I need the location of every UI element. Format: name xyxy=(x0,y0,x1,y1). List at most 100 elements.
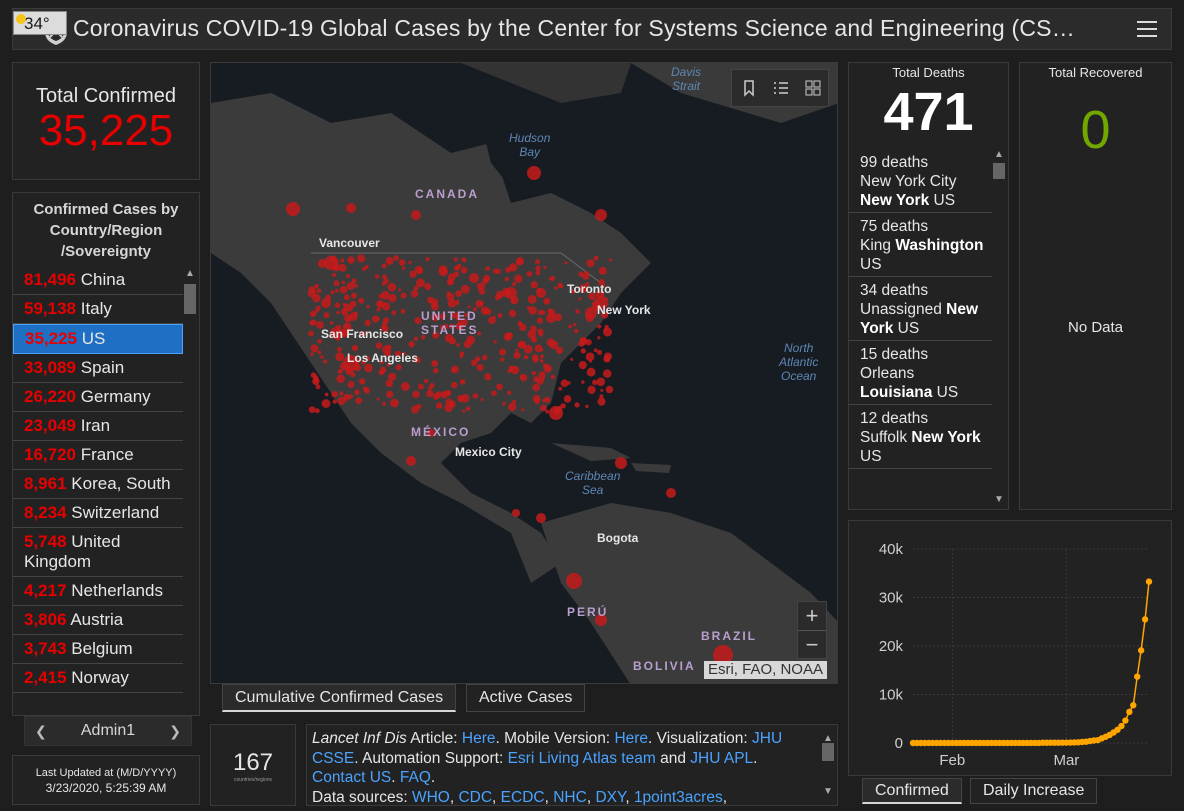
case-marker[interactable] xyxy=(585,404,589,409)
mobile-link[interactable]: Here xyxy=(614,730,649,747)
case-marker[interactable] xyxy=(585,307,597,319)
case-marker[interactable] xyxy=(554,286,558,290)
case-marker[interactable] xyxy=(571,289,576,294)
case-marker[interactable] xyxy=(459,351,465,356)
case-marker[interactable] xyxy=(545,409,550,414)
case-marker[interactable] xyxy=(379,360,384,365)
case-marker[interactable] xyxy=(400,308,406,314)
case-marker[interactable] xyxy=(431,360,439,367)
chart-data-point[interactable] xyxy=(1126,708,1133,716)
case-marker[interactable] xyxy=(560,379,569,388)
case-marker[interactable] xyxy=(447,298,457,308)
case-marker[interactable] xyxy=(332,399,338,404)
case-marker[interactable] xyxy=(523,344,533,354)
case-marker[interactable] xyxy=(378,293,384,299)
case-marker[interactable] xyxy=(451,381,458,389)
case-marker[interactable] xyxy=(511,282,517,287)
country-list-item[interactable]: 3,743 Belgium xyxy=(13,635,183,664)
case-marker[interactable] xyxy=(331,390,338,398)
case-marker[interactable] xyxy=(581,380,585,384)
case-marker[interactable] xyxy=(361,360,367,365)
case-marker[interactable] xyxy=(385,379,394,388)
case-marker[interactable] xyxy=(523,354,529,360)
basemap-gallery-icon[interactable] xyxy=(804,79,822,97)
tab-cumulative-confirmed[interactable]: Cumulative Confirmed Cases xyxy=(222,684,457,712)
case-marker[interactable] xyxy=(598,279,605,286)
case-marker[interactable] xyxy=(416,403,422,410)
case-marker[interactable] xyxy=(341,280,346,285)
case-marker[interactable] xyxy=(550,275,556,281)
case-marker[interactable] xyxy=(400,292,407,299)
case-marker[interactable] xyxy=(323,312,330,319)
chart-data-point[interactable] xyxy=(1134,673,1141,680)
case-marker[interactable] xyxy=(587,385,596,394)
case-marker[interactable] xyxy=(411,210,421,220)
case-marker[interactable] xyxy=(595,614,607,626)
case-marker[interactable] xyxy=(601,311,609,319)
case-marker[interactable] xyxy=(594,296,608,310)
case-marker[interactable] xyxy=(537,310,543,315)
case-marker[interactable] xyxy=(585,339,592,346)
case-marker[interactable] xyxy=(491,390,497,396)
case-marker[interactable] xyxy=(351,344,359,352)
chart-data-point[interactable] xyxy=(1141,616,1149,623)
death-list-item[interactable]: 99 deaths New York City New York US xyxy=(849,149,992,213)
case-marker[interactable] xyxy=(559,284,564,289)
case-marker[interactable] xyxy=(335,352,345,362)
case-marker[interactable] xyxy=(451,365,459,374)
case-marker[interactable] xyxy=(323,359,328,364)
case-marker[interactable] xyxy=(426,389,434,398)
case-marker[interactable] xyxy=(467,305,471,309)
case-marker[interactable] xyxy=(390,398,399,408)
case-marker[interactable] xyxy=(353,311,358,317)
death-list-item[interactable]: 34 deaths Unassigned New York US xyxy=(849,277,992,341)
world-map[interactable]: CANADA UNITED STATES MÉXICO PERÚ BRAZIL … xyxy=(210,62,838,684)
case-marker[interactable] xyxy=(485,266,490,271)
case-marker[interactable] xyxy=(309,320,315,326)
scroll-up-icon[interactable]: ▲ xyxy=(185,268,195,279)
case-markers[interactable] xyxy=(286,166,733,665)
case-marker[interactable] xyxy=(321,298,331,308)
case-marker[interactable] xyxy=(308,330,314,337)
case-marker[interactable] xyxy=(599,394,604,399)
scroll-down-icon[interactable]: ▼ xyxy=(994,494,1004,505)
case-marker[interactable] xyxy=(340,258,345,263)
case-marker[interactable] xyxy=(374,274,380,279)
case-marker[interactable] xyxy=(401,266,406,270)
case-marker[interactable] xyxy=(598,266,607,275)
case-marker[interactable] xyxy=(346,282,355,290)
case-marker[interactable] xyxy=(286,202,300,216)
case-marker[interactable] xyxy=(476,363,484,371)
case-marker[interactable] xyxy=(480,398,484,402)
death-list-scrollbar[interactable]: ▲ ▼ xyxy=(992,149,1006,505)
case-marker[interactable] xyxy=(455,315,461,321)
case-marker[interactable] xyxy=(364,363,373,373)
article-link[interactable]: Here xyxy=(461,730,496,747)
case-marker[interactable] xyxy=(666,488,676,498)
source-link-dxy[interactable]: DXY xyxy=(595,788,626,806)
case-marker[interactable] xyxy=(542,398,546,403)
case-marker[interactable] xyxy=(427,429,435,437)
country-list-item[interactable]: 8,234 Switzerland xyxy=(13,499,183,528)
case-marker[interactable] xyxy=(492,268,498,274)
country-list-item[interactable]: 2,415 Norway xyxy=(13,664,183,693)
case-marker[interactable] xyxy=(572,322,577,327)
case-marker[interactable] xyxy=(414,317,422,325)
source-link-cdc[interactable]: CDC xyxy=(458,788,493,806)
case-marker[interactable] xyxy=(375,342,383,349)
zoom-in-button[interactable]: + xyxy=(805,603,819,628)
case-marker[interactable] xyxy=(713,645,733,665)
case-marker[interactable] xyxy=(544,396,551,403)
case-marker[interactable] xyxy=(314,283,319,289)
case-marker[interactable] xyxy=(469,273,479,283)
case-marker[interactable] xyxy=(316,288,322,294)
case-marker[interactable] xyxy=(435,402,443,409)
case-marker[interactable] xyxy=(465,406,471,412)
case-marker[interactable] xyxy=(308,406,316,414)
case-marker[interactable] xyxy=(354,389,360,395)
jhu-apl-link[interactable]: JHU APL xyxy=(690,749,754,767)
case-marker[interactable] xyxy=(363,387,371,394)
case-marker[interactable] xyxy=(385,256,394,265)
case-marker[interactable] xyxy=(382,278,389,284)
case-marker[interactable] xyxy=(586,259,595,268)
